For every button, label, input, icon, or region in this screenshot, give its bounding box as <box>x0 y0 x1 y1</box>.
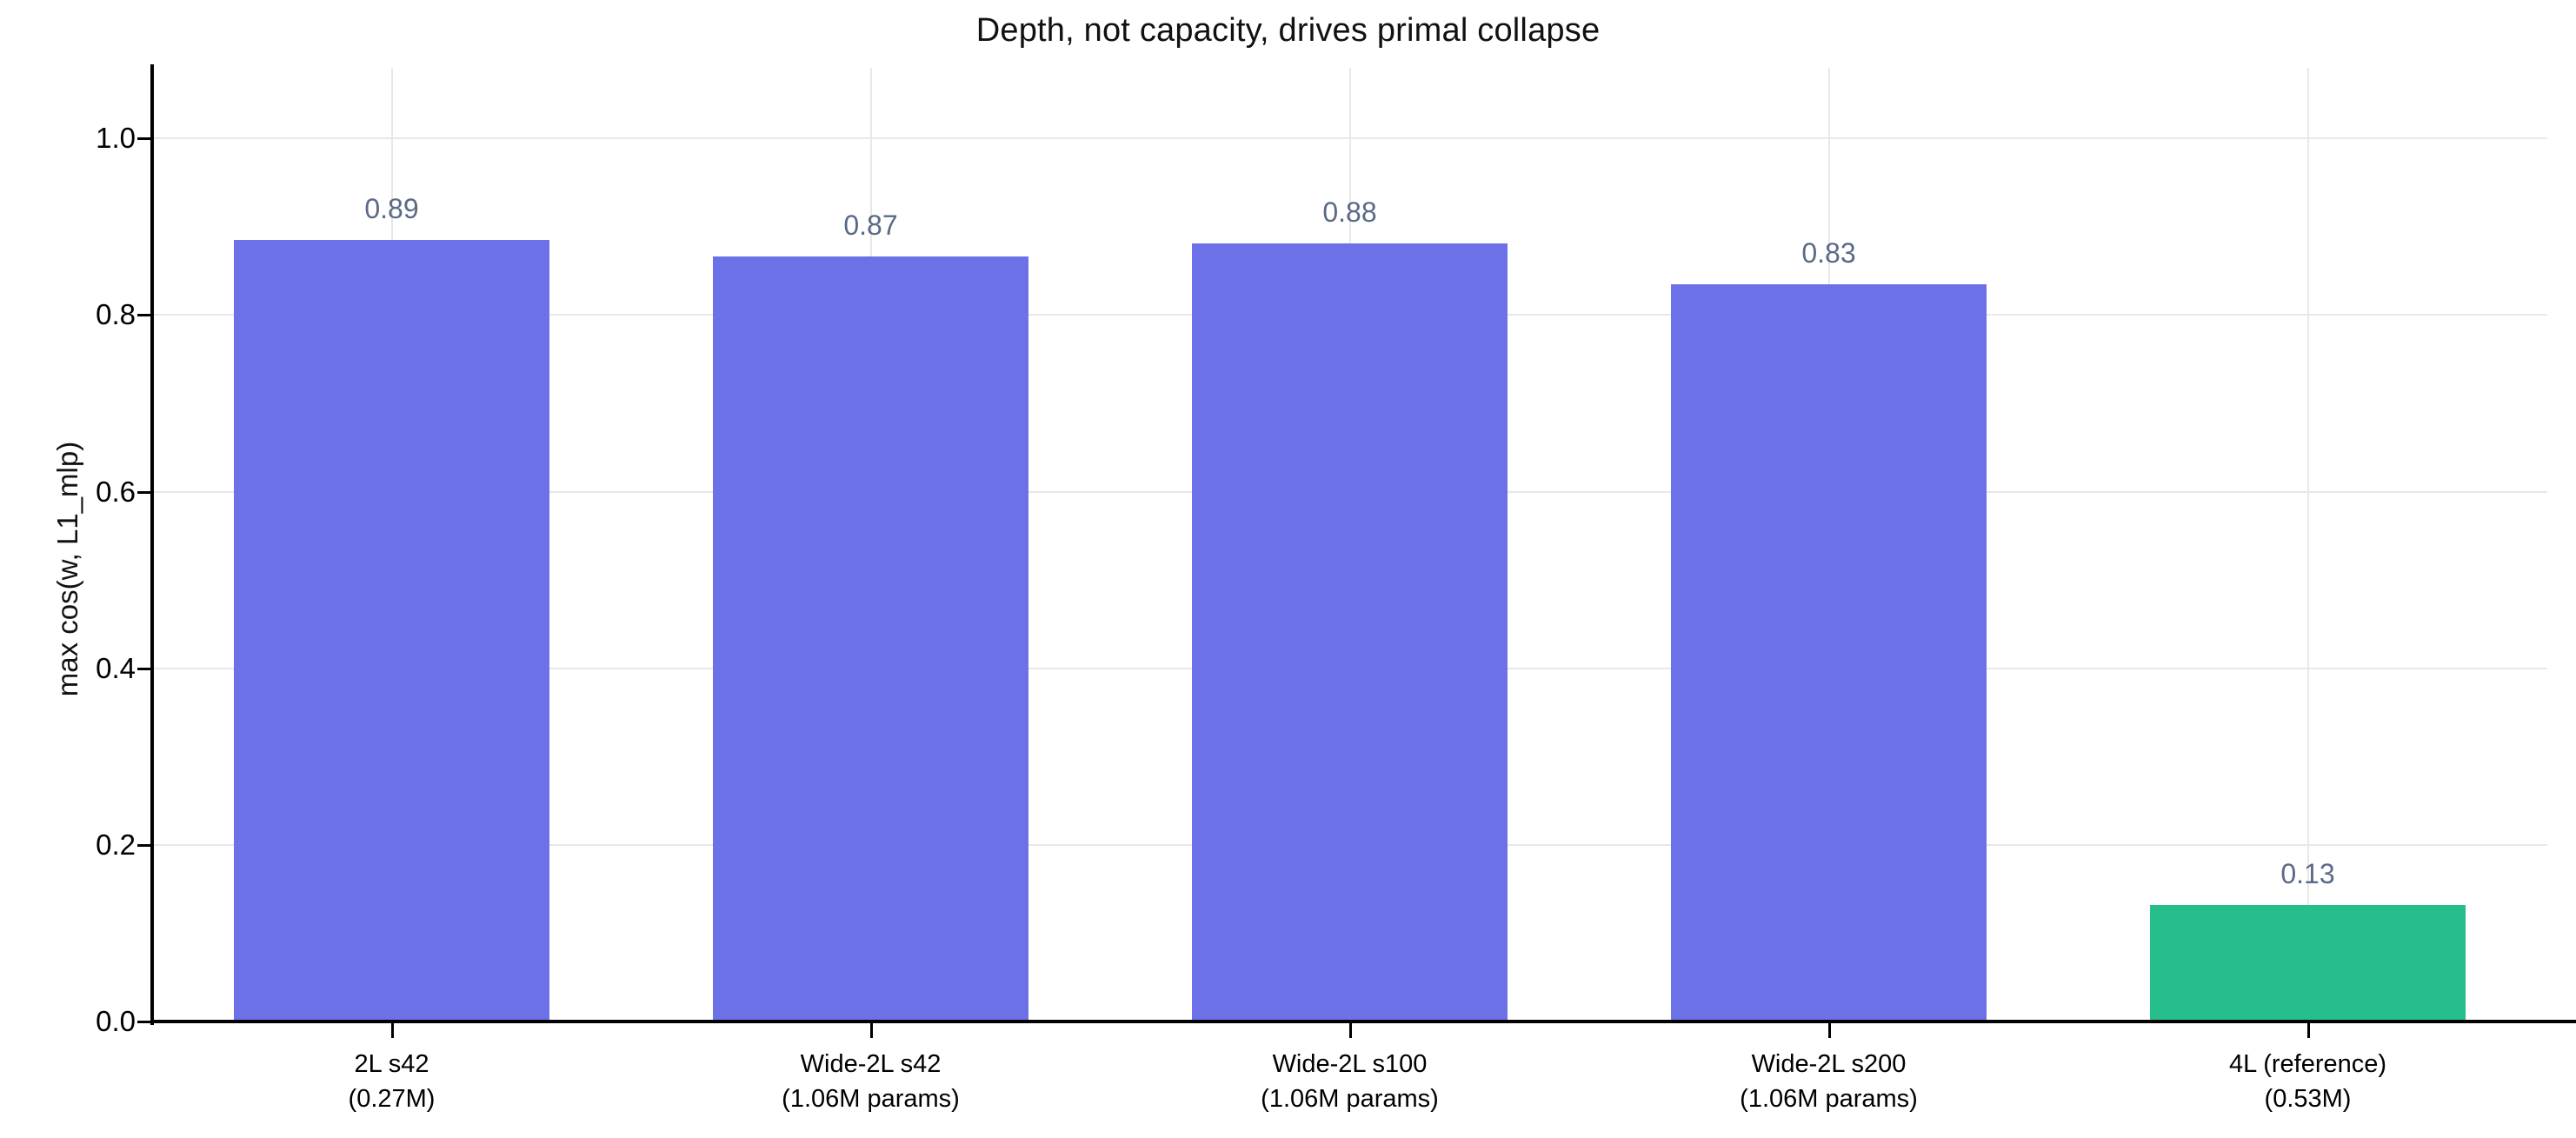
x-label-line-1: Wide-2L s100 <box>1272 1050 1428 1078</box>
bar[interactable] <box>233 240 550 1022</box>
x-label-line-1: 4L (reference) <box>2228 1050 2387 1078</box>
y-axis-tick-label: 0.0 <box>96 1005 136 1037</box>
y-axis-tick <box>137 490 152 494</box>
y-axis-tick <box>137 137 152 141</box>
y-axis-tick-label: 0.6 <box>96 475 136 508</box>
x-axis-tick <box>2306 1023 2310 1038</box>
bar[interactable] <box>1191 243 1508 1022</box>
x-label-line-2: (0.53M) <box>2264 1085 2352 1113</box>
y-axis-tick-label: 0.4 <box>96 651 136 684</box>
x-axis-tick <box>869 1023 873 1038</box>
bar-value-label: 0.87 <box>843 210 898 242</box>
x-axis-tick <box>390 1023 394 1038</box>
y-axis-tick <box>137 843 152 847</box>
y-axis-tick <box>137 667 152 670</box>
bar-value-label: 0.13 <box>2280 857 2335 889</box>
bar-value-label: 0.83 <box>1801 236 1856 269</box>
y-axis-tick <box>137 1021 152 1023</box>
x-label-line-2: (1.06M params) <box>1261 1085 1439 1113</box>
x-label-line-1: Wide-2L s200 <box>1751 1050 1907 1078</box>
x-axis-tick-label: Wide-2L s200 (1.06M params) <box>1612 1047 2047 1116</box>
bar[interactable] <box>1670 283 1987 1022</box>
gridline-x <box>2306 68 2309 1022</box>
bar-value-label: 0.88 <box>1322 196 1377 229</box>
bar-value-label: 0.89 <box>364 193 419 225</box>
y-axis-tick <box>137 314 152 317</box>
x-axis-tick-label: Wide-2L s42 (1.06M params) <box>654 1047 1088 1116</box>
x-label-line-2: (0.27M) <box>348 1085 436 1113</box>
x-axis-line <box>150 1020 2576 1023</box>
x-axis-tick <box>1348 1023 1352 1038</box>
y-axis-line <box>150 64 154 1025</box>
x-label-line-1: Wide-2L s42 <box>800 1050 942 1078</box>
y-axis-tick-label: 0.2 <box>96 828 136 861</box>
y-axis-tick-label: 0.8 <box>96 298 136 331</box>
plot-panel <box>152 68 2547 1022</box>
y-axis-title: max cos(w, L1_mlp) <box>51 441 83 697</box>
x-label-line-2: (1.06M params) <box>782 1085 960 1113</box>
bar[interactable] <box>2149 904 2466 1022</box>
x-label-line-1: 2L s42 <box>354 1050 429 1078</box>
y-axis-tick-label: 1.0 <box>96 122 136 155</box>
chart-title: Depth, not capacity, drives primal colla… <box>975 12 1601 49</box>
bar[interactable] <box>712 256 1029 1022</box>
x-axis-tick-label: 2L s42 (0.27M) <box>175 1047 609 1116</box>
x-axis-tick-label: Wide-2L s100 (1.06M params) <box>1133 1047 1568 1116</box>
x-axis-tick-label: 4L (reference) (0.53M) <box>2091 1047 2526 1116</box>
x-axis-tick <box>1827 1023 1831 1038</box>
x-label-line-2: (1.06M params) <box>1740 1085 1918 1113</box>
